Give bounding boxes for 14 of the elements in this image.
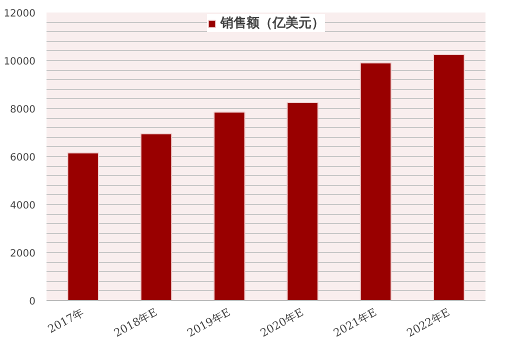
bar xyxy=(433,54,465,300)
legend-label: 销售额（亿美元） xyxy=(220,14,324,32)
y-tick-label: 12000 xyxy=(4,8,36,20)
bar xyxy=(214,112,246,300)
y-tick-label: 6000 xyxy=(10,152,36,164)
bar xyxy=(286,102,318,300)
y-tick-label: 4000 xyxy=(10,200,36,212)
bar xyxy=(360,62,392,300)
y-tick-label: 10000 xyxy=(4,56,36,68)
y-tick-label: 0 xyxy=(29,296,36,308)
y-tick-label: 2000 xyxy=(10,248,36,260)
bar xyxy=(67,152,99,300)
y-tick-label: 8000 xyxy=(10,104,36,116)
bar xyxy=(140,133,172,300)
